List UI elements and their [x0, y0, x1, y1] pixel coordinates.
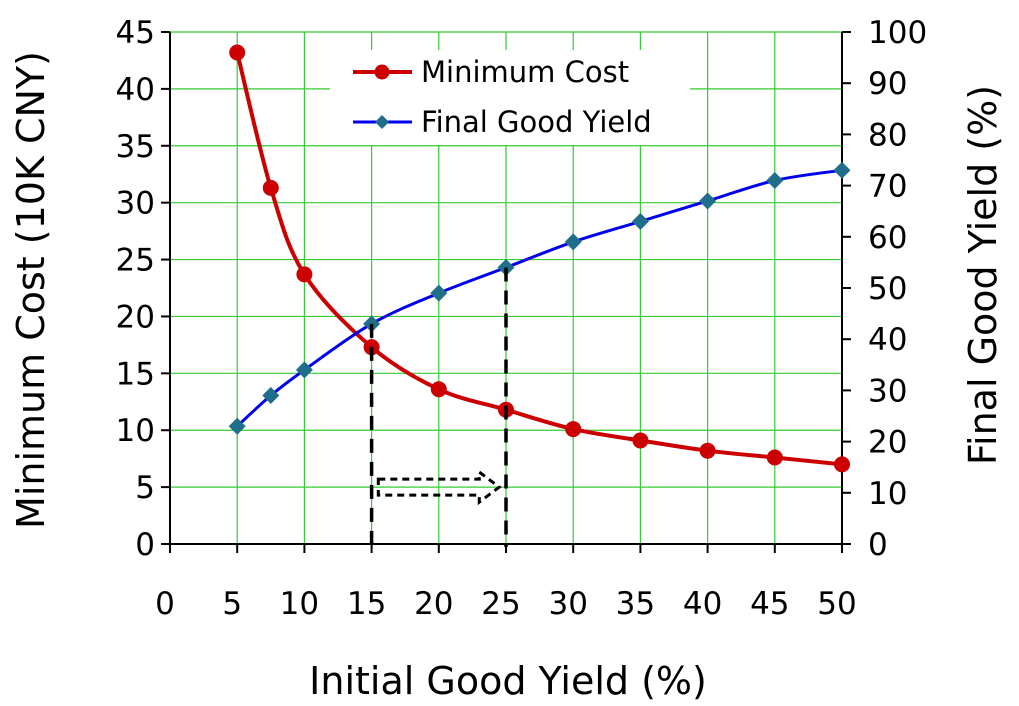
- dashed-arrow: [376, 469, 502, 506]
- right-axis-tick-label: 0: [868, 527, 888, 563]
- x-axis-tick-label: 30: [548, 586, 587, 622]
- data-point-final-good-yield: [228, 417, 246, 435]
- right-axis-tick-label: 80: [868, 117, 907, 153]
- x-axis-tick-label: 45: [750, 586, 789, 622]
- data-point-final-good-yield: [833, 161, 851, 179]
- annotations: [369, 267, 508, 547]
- data-point-final-good-yield: [295, 361, 313, 379]
- right-axis-tick-label: 50: [868, 271, 907, 307]
- left-axis-tick-label: 5: [135, 470, 155, 506]
- right-axis-tick-label: 10: [868, 476, 907, 512]
- left-axis-tick-label: 25: [116, 243, 155, 279]
- legend-label-minimum-cost: Minimum Cost: [421, 55, 629, 89]
- series-line-minimum-cost: [235, 51, 843, 467]
- y-axis-right-title: Final Good Yield (%): [961, 85, 1005, 465]
- right-axis-tick-label: 30: [868, 373, 907, 409]
- legend-label-final-good-yield: Final Good Yield: [421, 105, 652, 139]
- legend: Minimum Cost Final Good Yield: [330, 50, 690, 145]
- data-point-minimum-cost: [565, 421, 582, 438]
- y-axis-left-title: Minimum Cost (10K CNY): [9, 51, 53, 529]
- left-axis-tick-label: 15: [116, 356, 155, 392]
- data-point-minimum-cost: [430, 381, 447, 398]
- legend-background: [330, 50, 690, 145]
- data-point-final-good-yield: [430, 284, 448, 302]
- right-axis-tick-label: 90: [868, 66, 907, 102]
- left-axis-tick-label: 30: [116, 186, 155, 222]
- right-axis-tick-label: 20: [868, 425, 907, 461]
- left-axis-tick-label: 20: [116, 299, 155, 335]
- data-point-final-good-yield: [699, 192, 717, 210]
- left-axis-tick-label: 0: [135, 527, 155, 563]
- data-point-final-good-yield: [766, 171, 784, 189]
- data-point-final-good-yield: [564, 233, 582, 251]
- right-axis-tick-label: 60: [868, 220, 907, 256]
- legend-marker-final-good-yield: [375, 115, 389, 129]
- x-axis-tick-label: 50: [817, 586, 856, 622]
- right-y-axis: 0 10 20 30 40 50 60 70 80 90 100: [841, 15, 927, 563]
- left-axis-tick-label: 45: [116, 15, 155, 51]
- left-axis-tick-label: 35: [116, 129, 155, 165]
- x-axis-tick-label: 20: [414, 586, 453, 622]
- data-point-minimum-cost: [229, 44, 246, 61]
- x-axis-tick-label: 15: [347, 586, 386, 622]
- series-layer: [228, 44, 851, 473]
- data-point-minimum-cost: [834, 456, 850, 473]
- series-line-final-good-yield: [236, 168, 843, 428]
- x-axis-tick-label: 35: [616, 586, 655, 622]
- right-axis-tick-label: 100: [868, 15, 927, 51]
- data-point-minimum-cost: [766, 449, 783, 466]
- legend-marker-minimum-cost: [374, 64, 390, 80]
- data-point-minimum-cost: [296, 266, 313, 283]
- x-axis-tick-label: 25: [481, 586, 520, 622]
- left-y-axis: 0 5 10 15 20 25 30 35 40 45: [116, 15, 171, 563]
- x-axis-tick-label: 10: [280, 586, 319, 622]
- data-point-minimum-cost: [632, 432, 649, 449]
- data-point-final-good-yield: [262, 387, 280, 405]
- data-point-final-good-yield: [631, 212, 649, 230]
- right-axis-tick-label: 70: [868, 169, 907, 205]
- x-axis-title: Initial Good Yield (%): [309, 659, 707, 703]
- x-axis-tick-label: 40: [683, 586, 722, 622]
- right-axis-tick-label: 40: [868, 322, 907, 358]
- left-axis-tick-label: 10: [116, 413, 155, 449]
- data-point-minimum-cost: [262, 179, 279, 196]
- x-axis: 0 5 10 15 20 25 30 35 40 45 50: [155, 543, 857, 622]
- x-axis-tick-label: 5: [222, 586, 242, 622]
- left-axis-tick-label: 40: [116, 72, 155, 108]
- x-axis-tick-label: 0: [155, 586, 175, 622]
- data-point-minimum-cost: [699, 442, 716, 459]
